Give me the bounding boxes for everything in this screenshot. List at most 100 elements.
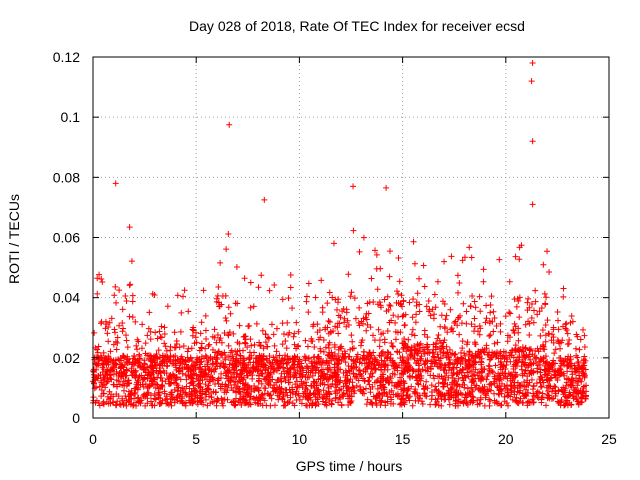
data-point [482,319,489,326]
data-point [200,372,207,379]
data-point [142,380,149,387]
data-point [390,391,397,398]
data-point [363,364,370,371]
data-point [120,401,127,408]
data-point [326,339,333,346]
data-point [216,348,223,355]
data-point [311,389,318,396]
data-point [298,360,305,367]
data-point [387,373,394,380]
data-point [236,395,243,402]
data-point [189,399,196,406]
data-point [219,400,226,407]
data-point [539,390,546,397]
data-point [226,121,233,128]
data-point [213,402,220,409]
data-point [400,389,407,396]
data-point [346,379,353,386]
data-point [213,295,220,302]
data-point [199,386,206,393]
data-point [581,332,588,339]
data-point [251,341,258,348]
data-point [411,332,418,339]
data-point [322,391,329,398]
data-point [197,377,204,384]
data-point [178,309,185,316]
data-point [257,343,264,350]
data-point [555,326,562,333]
data-point [397,329,404,336]
data-point [247,336,254,343]
data-point [100,390,107,397]
data-point [489,318,496,325]
data-point [233,263,240,270]
data-point [471,315,478,322]
data-point [148,398,155,405]
data-point [542,300,549,307]
data-point [353,382,360,389]
data-point [515,400,522,407]
data-point [332,370,339,377]
data-point [536,361,543,368]
data-point [534,311,541,318]
data-point [323,376,330,383]
data-point [525,382,532,389]
data-point [319,304,326,311]
data-point [467,303,474,310]
data-point [377,397,384,404]
data-point [124,355,131,362]
data-point [215,284,222,291]
data-point [325,384,332,391]
data-point [118,363,125,370]
data-point [236,322,243,329]
data-point [302,337,309,344]
data-point [426,350,433,357]
data-point [404,360,411,367]
data-point [202,367,209,374]
data-point [340,353,347,360]
data-point [133,342,140,349]
data-point [312,369,319,376]
data-point [315,401,322,408]
data-point [342,359,349,366]
data-point [441,300,448,307]
data-point [138,345,145,352]
data-point [258,272,265,279]
data-point [425,297,432,304]
data-point [293,345,300,352]
data-point [573,375,580,382]
data-point [287,284,294,291]
data-point [488,293,495,300]
data-point [453,364,460,371]
data-point [402,341,409,348]
data-point [159,378,166,385]
data-point [335,312,342,319]
data-point [343,377,350,384]
data-point [291,353,298,360]
data-point [469,292,476,299]
data-point [157,395,164,402]
data-point [538,304,545,311]
data-point [582,395,589,402]
data-point [149,368,156,375]
data-point [566,337,573,344]
data-point [232,378,239,385]
data-point [319,359,326,366]
data-point [100,349,107,356]
data-point [422,367,429,374]
data-point [545,394,552,401]
y-tick-label: 0.1 [61,109,81,125]
data-point [168,402,175,409]
data-point [242,340,249,347]
data-point [113,383,120,390]
data-point [427,312,434,319]
data-point [507,349,514,356]
data-point [496,387,503,394]
data-point [432,401,439,408]
data-point [267,391,274,398]
data-point [236,377,243,384]
data-point [424,343,431,350]
data-point [358,360,365,367]
data-point [387,394,394,401]
data-point [515,337,522,344]
